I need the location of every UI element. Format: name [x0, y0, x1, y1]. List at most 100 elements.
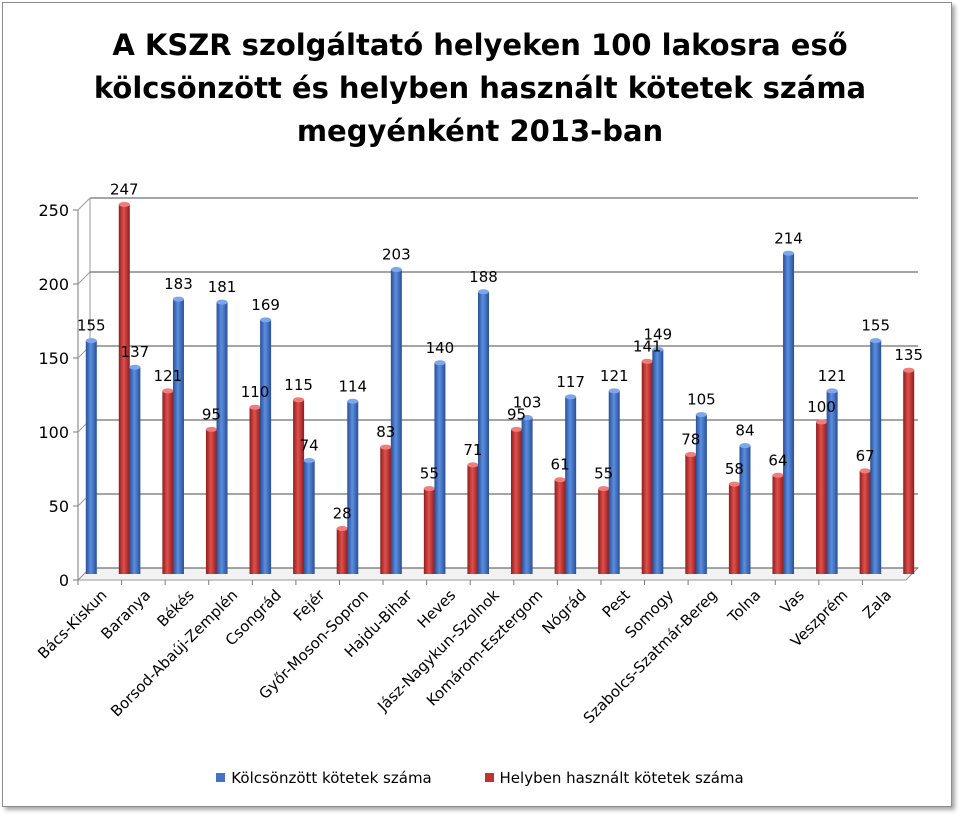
bar — [826, 390, 838, 574]
bar — [598, 488, 610, 574]
bar-layer — [85, 201, 915, 574]
bar — [511, 429, 522, 574]
bar-cap — [162, 388, 174, 394]
data-label: 155 — [861, 317, 890, 335]
bar — [608, 390, 620, 574]
data-label: 115 — [284, 376, 313, 394]
data-label: 61 — [551, 456, 570, 474]
data-label: 117 — [556, 373, 585, 391]
bar-cap — [347, 398, 359, 404]
bar — [390, 269, 402, 574]
bar — [336, 528, 348, 574]
bar-cap — [739, 443, 751, 449]
bar — [565, 396, 577, 574]
bar-cap — [434, 360, 446, 366]
bar — [162, 390, 174, 574]
bar-cap — [205, 426, 217, 432]
data-label: 203 — [382, 246, 411, 264]
bar-cap — [772, 472, 784, 478]
bar-cap — [859, 468, 871, 474]
legend-label-onsite: Helyben használt kötetek száma — [499, 768, 744, 787]
data-label: 114 — [338, 377, 367, 395]
bar-cap — [172, 296, 184, 302]
bar — [172, 299, 184, 574]
bar — [434, 362, 446, 574]
legend-item-onsite: Helyben használt kötetek száma — [484, 768, 744, 787]
bar-cap — [826, 388, 838, 394]
bar-cap — [783, 250, 795, 256]
bar-cap — [641, 358, 653, 364]
bar — [903, 370, 915, 574]
legend-swatch-loaned — [216, 773, 226, 782]
bar — [467, 464, 479, 574]
bar — [816, 422, 828, 574]
data-label: 135 — [894, 346, 923, 364]
data-label: 28 — [333, 505, 352, 523]
x-tick-label: Pest — [599, 586, 634, 621]
data-label: 155 — [77, 317, 106, 335]
x-tick-label: Zala — [859, 586, 895, 622]
y-tick-label: 50 — [49, 497, 69, 516]
bar-cap — [216, 299, 228, 305]
data-label: 84 — [735, 422, 754, 440]
bar — [380, 447, 392, 574]
bar-cap — [260, 317, 272, 323]
bar-cap — [249, 404, 261, 410]
data-label: 140 — [426, 339, 455, 357]
bar — [249, 407, 261, 574]
bar — [205, 429, 217, 574]
bar — [728, 484, 740, 574]
data-label: 121 — [600, 367, 629, 385]
bar — [85, 340, 97, 574]
bar — [870, 340, 882, 574]
bar — [260, 319, 272, 574]
data-label: 214 — [774, 229, 803, 247]
bar — [739, 445, 751, 574]
bar-cap — [870, 338, 882, 344]
data-label: 95 — [507, 405, 526, 423]
bar-cap — [85, 338, 97, 344]
x-tick-label: Nógrád — [539, 586, 590, 637]
chart-title-line-2: kölcsönzött és helyben használt kötetek … — [93, 71, 867, 105]
legend-item-loaned: Kölcsönzött kötetek száma — [216, 768, 432, 787]
x-tick-label: Bács-Kiskun — [34, 586, 110, 662]
data-label: 181 — [208, 278, 237, 296]
data-label: 64 — [768, 451, 787, 469]
bar — [423, 488, 435, 574]
x-tick-label: Fejér — [290, 586, 329, 625]
y-tick-label: 250 — [38, 201, 69, 220]
gridline-depth — [77, 197, 91, 211]
bar-cap — [129, 364, 141, 370]
data-label: 141 — [633, 337, 662, 355]
data-label: 103 — [513, 394, 542, 412]
bar — [521, 417, 533, 574]
data-label: 74 — [300, 436, 319, 454]
bar-cap — [652, 346, 664, 352]
legend-label-loaned: Kölcsönzött kötetek száma — [231, 768, 432, 787]
data-label: 67 — [856, 447, 875, 465]
bar-cap — [478, 289, 489, 295]
data-label: 105 — [687, 391, 716, 409]
data-label: 71 — [463, 441, 482, 459]
bar — [772, 475, 784, 574]
data-label: 55 — [420, 465, 439, 483]
bar — [293, 399, 305, 574]
data-label: 188 — [469, 268, 498, 286]
bar — [859, 470, 871, 574]
x-tick-label: Tolna — [724, 586, 765, 627]
bar-cap — [598, 486, 610, 492]
x-tick-label: Vas — [777, 586, 808, 617]
bar — [783, 253, 795, 574]
legend: Kölcsönzött kötetek száma Helyben haszná… — [0, 768, 960, 787]
bar-cap — [565, 394, 577, 400]
chart-title: A KSZR szolgáltató helyeken 100 lakosra … — [0, 24, 960, 153]
bar-cap — [554, 477, 566, 483]
bar-cap — [903, 367, 915, 373]
data-label: 83 — [376, 423, 395, 441]
data-label: 78 — [681, 431, 700, 449]
data-label: 58 — [725, 460, 744, 478]
bar-cap — [816, 419, 828, 425]
data-label: 137 — [121, 343, 150, 361]
bar — [303, 460, 315, 574]
